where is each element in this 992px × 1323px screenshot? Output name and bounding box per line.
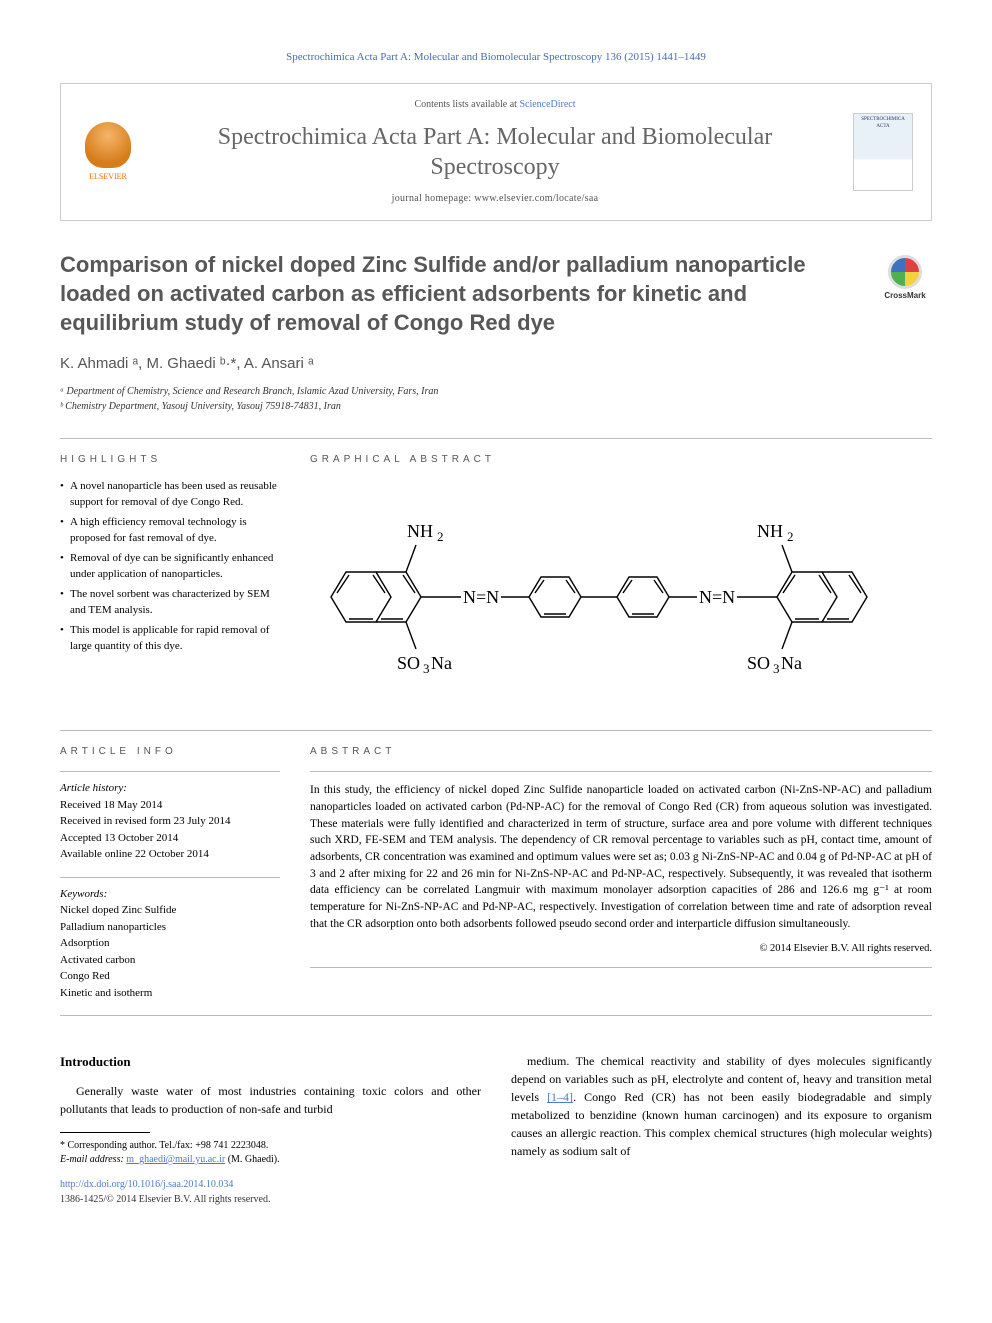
- abstract-heading: ABSTRACT: [310, 745, 932, 759]
- publisher-name: ELSEVIER: [89, 171, 127, 182]
- graphical-abstract-figure: NH2 SO3Na N=N N=N NH2 SO3Na: [310, 479, 932, 716]
- svg-text:Na: Na: [431, 653, 452, 673]
- highlight-item: This model is applicable for rapid remov…: [60, 623, 280, 655]
- keywords-label: Keywords:: [60, 886, 280, 903]
- issn-line: 1386-1425/© 2014 Elsevier B.V. All right…: [60, 1192, 481, 1207]
- journal-masthead: ELSEVIER Contents lists available at Sci…: [60, 83, 932, 221]
- history-item: Available online 22 October 2014: [60, 846, 280, 863]
- elsevier-logo: ELSEVIER: [79, 117, 137, 187]
- svg-text:2: 2: [787, 529, 794, 544]
- homepage-url[interactable]: www.elsevier.com/locate/saa: [474, 193, 598, 204]
- svg-text:3: 3: [423, 661, 430, 676]
- journal-cover-thumbnail: SPECTROCHIMICA ACTA: [853, 113, 913, 191]
- affiliations: ᵃ Department of Chemistry, Science and R…: [60, 384, 932, 414]
- article-history: Article history: Received 18 May 2014 Re…: [60, 780, 280, 863]
- divider: [60, 438, 932, 439]
- divider: [60, 730, 932, 731]
- highlights-heading: HIGHLIGHTS: [60, 453, 280, 467]
- molecule-diagram: NH2 SO3Na N=N N=N NH2 SO3Na: [310, 487, 932, 697]
- email-name: (M. Ghaedi).: [225, 1154, 279, 1165]
- svg-text:2: 2: [437, 529, 444, 544]
- authors-line: K. Ahmadi ᵃ, M. Ghaedi ᵇ·*, A. Ansari ᵃ: [60, 353, 932, 374]
- label-nn: N=N: [463, 587, 499, 607]
- history-item: Received in revised form 23 July 2014: [60, 813, 280, 830]
- title-text: Comparison of nickel doped Zinc Sulfide …: [60, 252, 806, 334]
- citation-link[interactable]: [1–4]: [547, 1090, 573, 1104]
- introduction-heading: Introduction: [60, 1052, 481, 1072]
- label-nh2: NH: [757, 521, 783, 541]
- body-text: . Congo Red (CR) has not been easily bio…: [511, 1090, 932, 1158]
- email-label: E-mail address:: [60, 1154, 126, 1165]
- affiliation-a: ᵃ Department of Chemistry, Science and R…: [60, 384, 932, 399]
- label-nh2: NH: [407, 521, 433, 541]
- highlight-item: A novel nanoparticle has been used as re…: [60, 479, 280, 511]
- footnote-rule: [60, 1132, 150, 1133]
- footnotes: * Corresponding author. Tel./fax: +98 74…: [60, 1139, 481, 1167]
- article-info-heading: ARTICLE INFO: [60, 745, 280, 759]
- divider: [60, 1015, 932, 1016]
- keyword: Activated carbon: [60, 952, 280, 969]
- highlight-item: A high efficiency removal technology is …: [60, 515, 280, 547]
- keywords-block: Keywords: Nickel doped Zinc Sulfide Pall…: [60, 886, 280, 1002]
- highlight-item: Removal of dye can be significantly enha…: [60, 551, 280, 583]
- graphical-abstract-heading: GRAPHICAL ABSTRACT: [310, 453, 932, 467]
- label-so3na: SO: [747, 653, 770, 673]
- running-citation: Spectrochimica Acta Part A: Molecular an…: [60, 50, 932, 65]
- history-label: Article history:: [60, 780, 280, 797]
- abstract-text: In this study, the efficiency of nickel …: [310, 782, 932, 932]
- contents-prefix: Contents lists available at: [414, 99, 519, 110]
- svg-text:Na: Na: [781, 653, 802, 673]
- keyword: Nickel doped Zinc Sulfide: [60, 902, 280, 919]
- intro-paragraph-cont: medium. The chemical reactivity and stab…: [511, 1052, 932, 1160]
- journal-name: Spectrochimica Acta Part A: Molecular an…: [157, 122, 833, 182]
- article-title: Comparison of nickel doped Zinc Sulfide …: [60, 251, 932, 337]
- highlights-list: A novel nanoparticle has been used as re…: [60, 479, 280, 654]
- label-nn: N=N: [699, 587, 735, 607]
- doi-link[interactable]: http://dx.doi.org/10.1016/j.saa.2014.10.…: [60, 1177, 481, 1192]
- affiliation-b: ᵇ Chemistry Department, Yasouj Universit…: [60, 399, 932, 414]
- homepage-prefix: journal homepage:: [392, 193, 475, 204]
- keyword: Adsorption: [60, 935, 280, 952]
- keyword: Palladium nanoparticles: [60, 919, 280, 936]
- svg-text:3: 3: [773, 661, 780, 676]
- highlight-item: The novel sorbent was characterized by S…: [60, 587, 280, 619]
- sciencedirect-link[interactable]: ScienceDirect: [519, 99, 575, 110]
- crossmark-badge[interactable]: CrossMark: [878, 255, 932, 301]
- crossmark-label: CrossMark: [884, 291, 925, 300]
- label-so3na: SO: [397, 653, 420, 673]
- contents-line: Contents lists available at ScienceDirec…: [157, 98, 833, 112]
- crossmark-icon: [888, 255, 922, 289]
- corresponding-author: * Corresponding author. Tel./fax: +98 74…: [60, 1139, 481, 1153]
- intro-paragraph: Generally waste water of most industries…: [60, 1082, 481, 1118]
- keyword: Kinetic and isotherm: [60, 985, 280, 1002]
- history-item: Accepted 13 October 2014: [60, 830, 280, 847]
- keyword: Congo Red: [60, 968, 280, 985]
- homepage-line: journal homepage: www.elsevier.com/locat…: [157, 192, 833, 206]
- email-link[interactable]: m_ghaedi@mail.yu.ac.ir: [126, 1154, 225, 1165]
- history-item: Received 18 May 2014: [60, 797, 280, 814]
- copyright-line: © 2014 Elsevier B.V. All rights reserved…: [310, 942, 932, 957]
